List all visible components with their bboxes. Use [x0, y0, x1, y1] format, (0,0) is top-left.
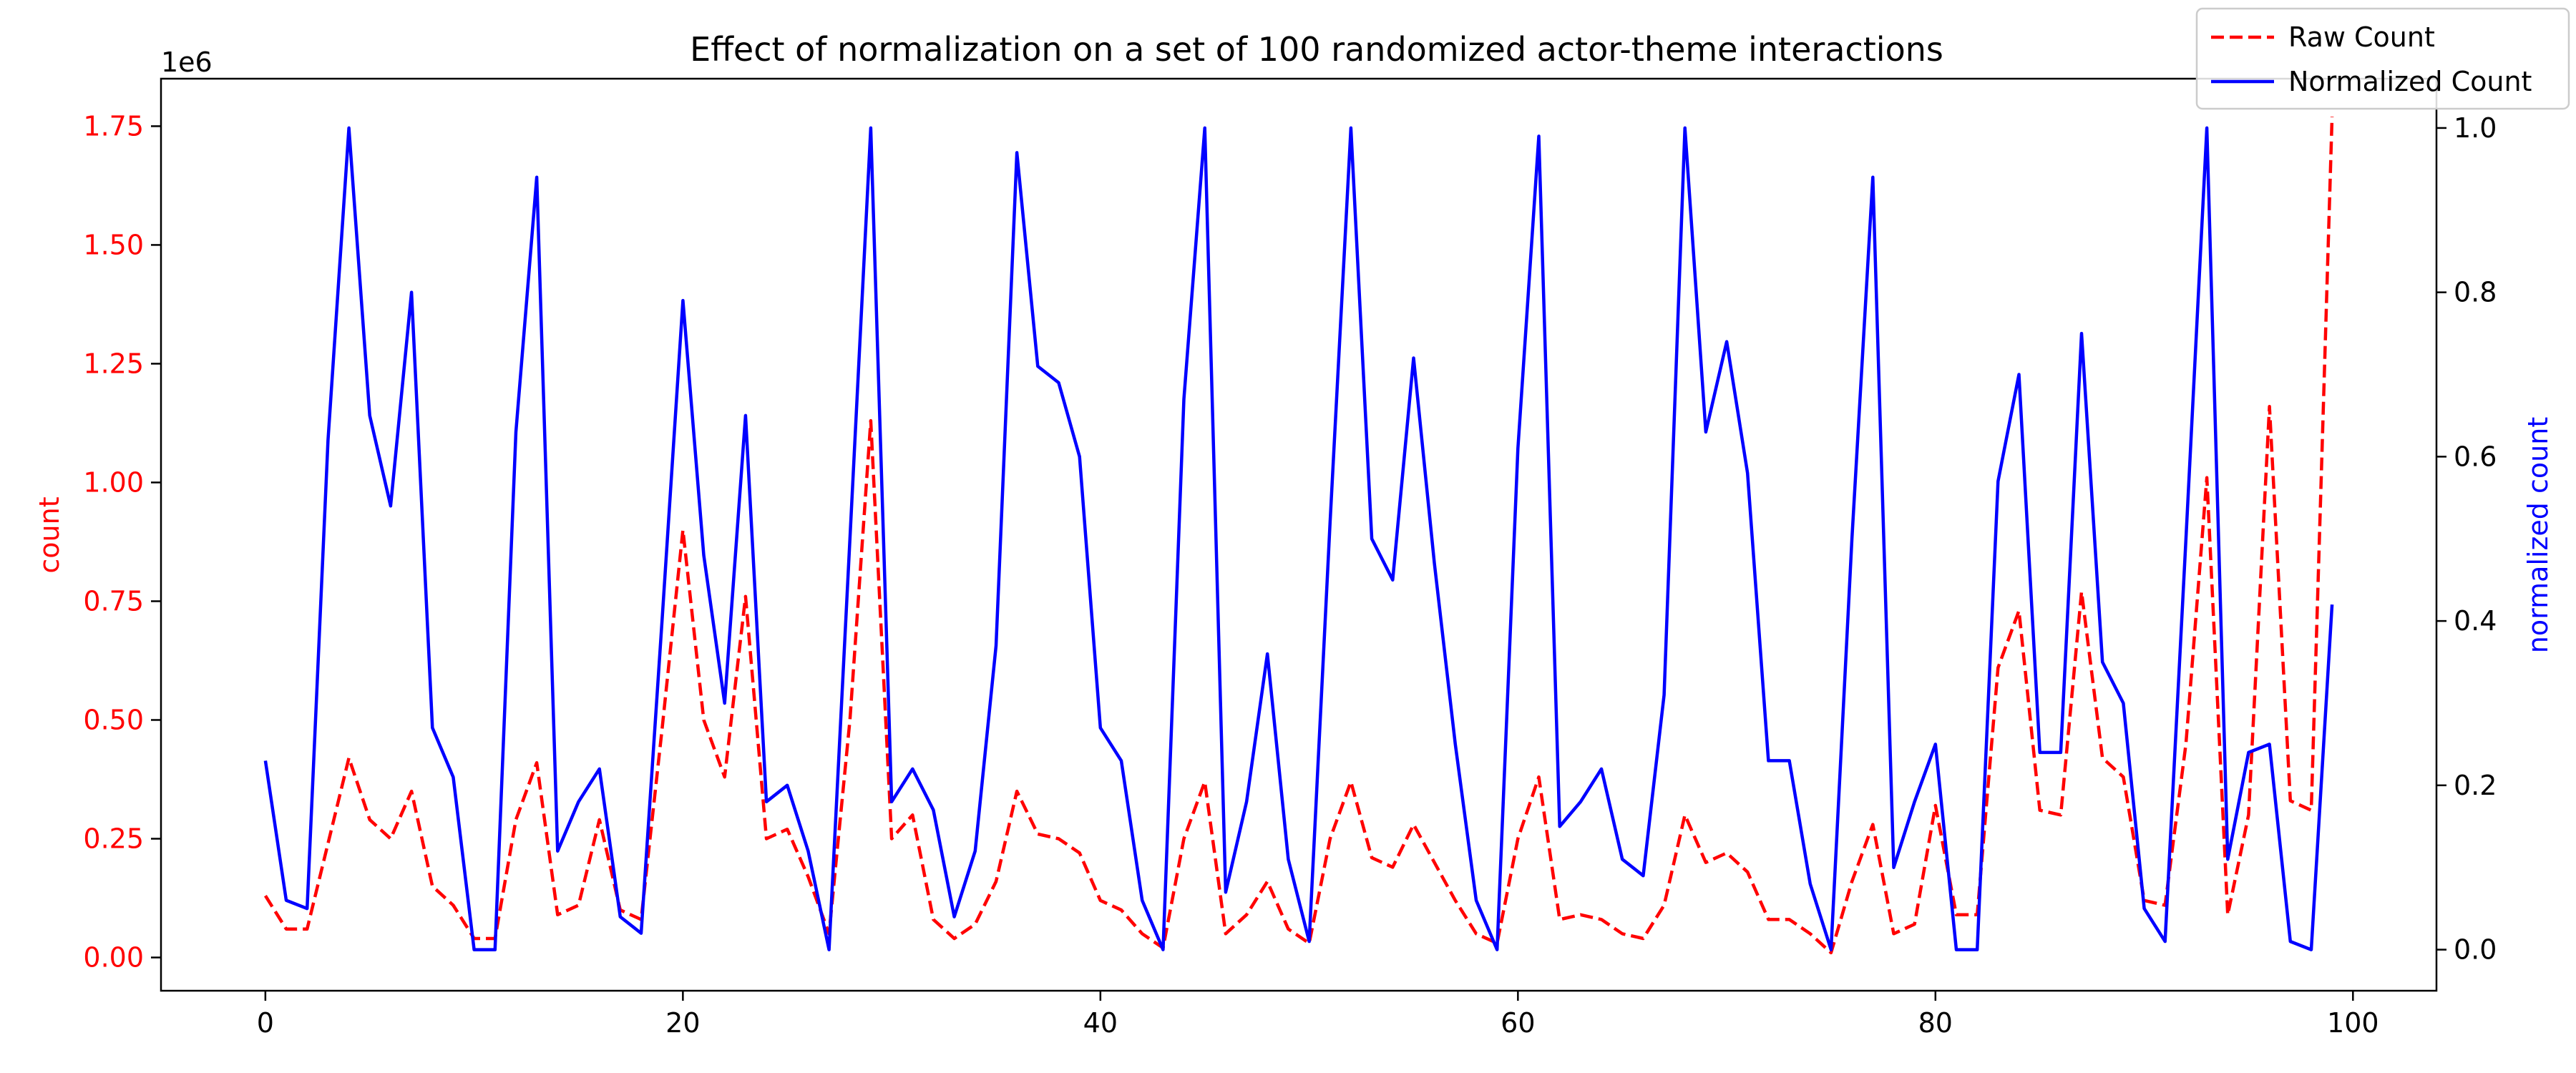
left-tick-label-3: 0.75	[83, 585, 144, 617]
left-tick-label-2: 0.50	[83, 704, 144, 735]
right-tick-label-5: 1.0	[2454, 112, 2497, 144]
right-axis-label: normalized count	[2522, 417, 2554, 653]
legend-label-1: Normalized Count	[2288, 66, 2532, 97]
right-tick-label-0: 0.0	[2454, 934, 2497, 966]
left-tick-label-5: 1.25	[83, 348, 144, 379]
left-axis-label: count	[34, 496, 65, 573]
series-line-1	[263, 126, 2334, 951]
right-tick-label-2: 0.4	[2454, 605, 2497, 637]
series-line-0	[263, 117, 2334, 955]
right-tick-label-4: 0.8	[2454, 277, 2497, 308]
legend: Raw Count Normalized Count	[2195, 7, 2570, 110]
legend-box	[2195, 7, 2570, 110]
chart-title: Effect of normalization on a set of 100 …	[690, 30, 1943, 69]
left-tick-label-1: 0.25	[83, 823, 144, 855]
right-tick-label-3: 0.6	[2454, 441, 2497, 472]
plot-area: 0 20 40 60 80 100 0.00 0.25 0.50 0.75 1.00 1.25 1.50…	[83, 77, 2497, 1039]
x-tick-label-1: 20	[665, 1007, 700, 1039]
left-tick-label-4: 1.00	[83, 466, 144, 498]
left-axis-offset-label: 1e6	[161, 46, 213, 78]
left-tick-label-6: 1.50	[83, 229, 144, 260]
x-tick-label-2: 40	[1083, 1007, 1118, 1039]
x-tick-label-5: 100	[2327, 1007, 2379, 1039]
x-tick-label-4: 80	[1918, 1007, 1953, 1039]
legend-label-0: Raw Count	[2288, 21, 2435, 53]
left-tick-label-0: 0.00	[83, 942, 144, 974]
left-tick-label-7: 1.75	[83, 110, 144, 142]
x-tick-label-0: 0	[257, 1007, 274, 1039]
plot-frame	[160, 77, 2438, 992]
right-tick-label-1: 0.2	[2454, 770, 2497, 801]
x-tick-label-3: 60	[1501, 1007, 1535, 1039]
